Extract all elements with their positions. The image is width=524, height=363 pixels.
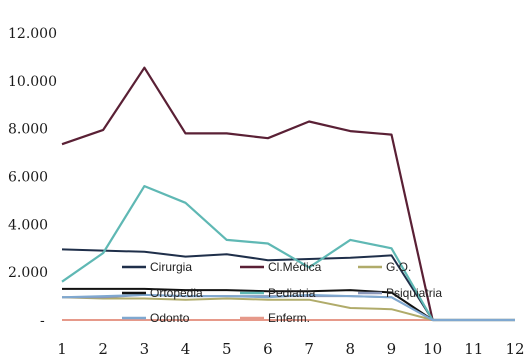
x-tick-label: 5 (222, 340, 232, 358)
y-tick-label: 8.000 (8, 122, 48, 138)
y-tick-label: 10.000 (8, 74, 57, 90)
x-tick-label: 10 (423, 340, 442, 358)
x-tick-label: 12 (505, 340, 524, 358)
y-tick-label: 12.000 (8, 26, 57, 42)
series-line-odonto (61, 293, 515, 321)
y-tick-label: 6.000 (8, 170, 48, 186)
y-axis-ticks: - 2.000 4.000 6.000 8.000 10.000 12.000 (8, 26, 57, 329)
series-line-cl-m-dica (61, 66, 515, 322)
legend-item: Cirurgia (122, 260, 192, 274)
legend-label: G.O. (386, 260, 411, 274)
x-tick-label: 9 (387, 340, 397, 358)
legend-item: Pediatria (240, 286, 316, 300)
legend-item: Cl.Médica (240, 260, 322, 274)
x-tick-label: 3 (140, 340, 150, 358)
x-tick-label: 7 (304, 340, 314, 358)
x-tick-label: 1 (57, 340, 67, 358)
legend-item: Odonto (122, 311, 190, 325)
legend-label: Psiquiatria (386, 286, 442, 300)
y-tick-label: 4.000 (8, 217, 48, 233)
legend-label: Cl.Médica (268, 260, 322, 274)
legend-label: Enferm. (268, 311, 310, 325)
x-tick-label: 11 (464, 340, 483, 358)
legend-item: G.O. (358, 260, 411, 274)
legend-label: Cirurgia (150, 260, 192, 274)
legend-item: Enferm. (240, 311, 310, 325)
x-tick-label: 4 (181, 340, 191, 358)
y-tick-label: - (40, 313, 45, 329)
legend-item: Ortopedia (122, 286, 203, 300)
x-tick-label: 8 (345, 340, 355, 358)
legend-label: Pediatria (268, 286, 316, 300)
legend-item: Psiquiatria (358, 286, 442, 300)
legend: Cirurgia Cl.Médica G.O. Ortopedia Pediatria P… (122, 260, 442, 325)
y-tick-label: 2.000 (8, 265, 48, 281)
legend-label: Odonto (150, 311, 190, 325)
series-lines (61, 66, 515, 322)
x-axis-ticks: 1 2 3 4 5 6 7 8 9 10 11 12 (57, 340, 524, 358)
x-tick-label: 6 (263, 340, 273, 358)
legend-label: Ortopedia (150, 286, 203, 300)
x-tick-label: 2 (98, 340, 108, 358)
